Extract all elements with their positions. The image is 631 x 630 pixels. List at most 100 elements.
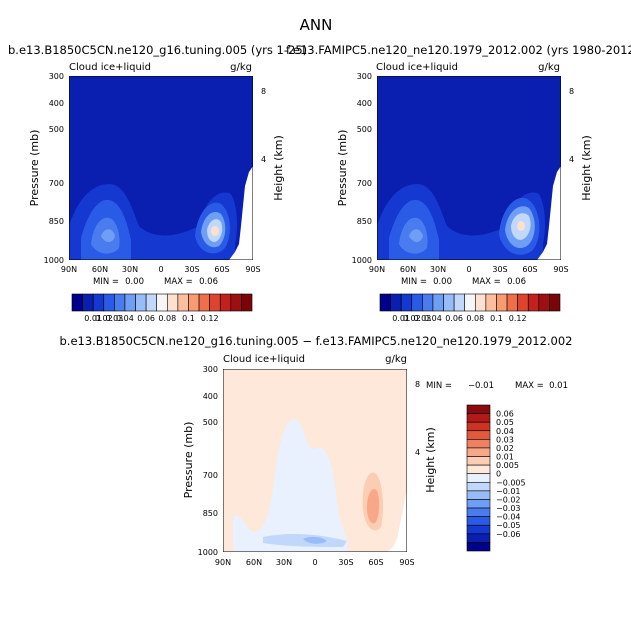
right-colorbar-swatch bbox=[549, 293, 561, 312]
left-colorbar-label: 0.08 bbox=[158, 314, 176, 323]
right-colorbar-swatch bbox=[464, 293, 476, 312]
right-colorbar-label: 0.02 bbox=[403, 314, 421, 323]
diff-colorbar-label: 0.01 bbox=[496, 453, 514, 462]
right-colorbar-label: 0.08 bbox=[466, 314, 484, 323]
right-ytick-label: 400 bbox=[357, 99, 372, 108]
left-colorbar: 0.010.020.030.04 0.06 0.08 0.1 0.12 bbox=[71, 293, 253, 323]
diff-colorbar-swatch bbox=[466, 430, 491, 440]
left-colorbar-label: 0.06 bbox=[137, 314, 155, 323]
diff-panel-header: b.e13.B1850C5CN.ne120_g16.tuning.005 − f… bbox=[59, 334, 572, 348]
diff-colorbar-swatch bbox=[466, 456, 491, 466]
right-max-value: 0.06 bbox=[507, 277, 526, 287]
left-plot-area bbox=[69, 76, 253, 260]
diff-ytick-label: 1000 bbox=[198, 548, 218, 557]
right-colorbar-swatch bbox=[432, 293, 444, 312]
diff-colorbar-label: 0.03 bbox=[496, 435, 514, 444]
left-xtick-label: 90N bbox=[61, 265, 77, 274]
diff-units-label: g/kg bbox=[385, 354, 407, 365]
left-xtick-label: 90S bbox=[245, 265, 260, 274]
diff-field-contour bbox=[233, 419, 348, 552]
right-colorbar-label: 0.01 bbox=[392, 314, 410, 323]
left-y-axis: 300 400 500 700 850 1000 Pressure (mb) bbox=[28, 72, 64, 265]
right-colorbar-swatch bbox=[506, 293, 518, 312]
right-xtick-label: 0 bbox=[466, 265, 471, 274]
diff-min-label: MIN = bbox=[426, 381, 452, 391]
right-plot-area bbox=[377, 76, 561, 260]
diff-colorbar-swatch bbox=[466, 421, 491, 432]
diff-colorbar-label: 0.04 bbox=[496, 427, 514, 436]
left-xtick-label: 0 bbox=[158, 265, 163, 274]
right-colorbar-label: 0.1 bbox=[490, 314, 503, 323]
left-colorbar-swatch bbox=[166, 293, 179, 312]
right-x-axis: 90N 60N 30N 0 30S 60S 90S bbox=[369, 265, 569, 274]
left-colorbar-label: 0.1 bbox=[182, 314, 195, 323]
diff-colorbar-swatch bbox=[466, 439, 491, 449]
right-right-axis: 8 4 Height (km) bbox=[569, 87, 593, 201]
left-height-label: Height (km) bbox=[272, 135, 285, 201]
left-ylabel: Pressure (mb) bbox=[28, 130, 41, 207]
right-xtick-label: 90N bbox=[369, 265, 385, 274]
right-colorbar-swatch bbox=[474, 293, 487, 312]
diff-colorbar-swatch bbox=[466, 499, 491, 509]
left-colorbar-swatch bbox=[82, 293, 94, 312]
left-height-tick-label: 8 bbox=[261, 87, 266, 96]
diff-plot-title: Cloud ice+liquid bbox=[223, 354, 305, 365]
right-ytick-label: 300 bbox=[357, 72, 372, 81]
left-panel-header: b.e13.B1850C5CN.ne120_g16.tuning.005 (yr… bbox=[8, 43, 307, 57]
right-panel-header: f.e13.FAMIPC5.ne120_ne120.1979_2012.002 … bbox=[286, 43, 631, 57]
diff-colorbar-label: −0.03 bbox=[496, 504, 521, 513]
left-ytick-label: 700 bbox=[49, 179, 64, 188]
diff-y-axis: 300 400 500 700 850 1000 Pressure (mb) bbox=[182, 365, 218, 557]
diff-colorbar-swatch bbox=[466, 447, 491, 457]
diff-colorbar-swatch bbox=[466, 507, 491, 517]
diff-xtick-label: 30S bbox=[338, 558, 353, 567]
figure-title: ANN bbox=[300, 16, 333, 34]
left-plot-title: Cloud ice+liquid bbox=[69, 62, 151, 73]
diff-plot-area bbox=[223, 369, 407, 552]
right-colorbar-label: 0.03 bbox=[413, 314, 431, 323]
diff-colorbar-swatch bbox=[466, 413, 491, 423]
left-height-tick-label: 4 bbox=[261, 155, 266, 164]
left-colorbar-swatch bbox=[241, 293, 253, 312]
left-right-axis: 8 4 Height (km) bbox=[261, 87, 285, 201]
right-ytick-label: 700 bbox=[357, 179, 372, 188]
left-max-value: 0.06 bbox=[199, 277, 218, 287]
left-colorbar-swatch bbox=[71, 293, 83, 312]
right-xtick-label: 30S bbox=[492, 265, 507, 274]
diff-xtick-label: 0 bbox=[312, 558, 317, 567]
diff-terrain-mask bbox=[387, 489, 407, 552]
right-colorbar-swatch bbox=[379, 293, 391, 312]
left-min-value: 0.00 bbox=[125, 277, 144, 287]
diff-colorbar-swatch bbox=[466, 533, 491, 543]
left-ytick-label: 500 bbox=[49, 125, 64, 134]
diff-colorbar-swatch bbox=[466, 524, 491, 535]
right-terrain-mask bbox=[537, 166, 561, 260]
diff-xtick-label: 90S bbox=[399, 558, 414, 567]
diff-field-contour bbox=[303, 536, 327, 544]
diff-xtick-label: 30N bbox=[276, 558, 292, 567]
diff-colorbar-label: 0.06 bbox=[496, 410, 514, 419]
diff-right-axis: 8 4 Height (km) bbox=[415, 380, 437, 493]
left-field-contour bbox=[101, 229, 115, 242]
left-ytick-label: 850 bbox=[49, 217, 64, 226]
left-xtick-label: 60N bbox=[92, 265, 108, 274]
diff-colorbar-label: −0.01 bbox=[496, 487, 521, 496]
diff-colorbar-swatch bbox=[466, 542, 491, 552]
left-panel: Cloud ice+liquid g/kg 300 400 500 700 85… bbox=[28, 62, 285, 323]
diff-ytick-label: 300 bbox=[203, 365, 218, 374]
left-colorbar-swatch bbox=[156, 293, 168, 312]
diff-ytick-label: 850 bbox=[203, 509, 218, 518]
right-xtick-label: 90S bbox=[553, 265, 568, 274]
diff-colorbar-label: −0.02 bbox=[496, 495, 521, 504]
diff-colorbar-swatch bbox=[466, 516, 491, 526]
left-x-axis: 90N 60N 30N 0 30S 60S 90S bbox=[61, 265, 261, 274]
diff-colorbar-swatch bbox=[466, 464, 491, 475]
left-terrain-mask bbox=[229, 166, 253, 260]
left-colorbar-swatch bbox=[135, 293, 147, 312]
right-colorbar-swatch bbox=[411, 293, 423, 312]
right-ytick-label: 1000 bbox=[352, 256, 372, 265]
right-field-contour bbox=[409, 229, 423, 242]
right-colorbar: 0.010.020.030.04 0.06 0.08 0.1 0.12 bbox=[379, 293, 561, 323]
diff-colorbar-label: 0.05 bbox=[496, 418, 514, 427]
